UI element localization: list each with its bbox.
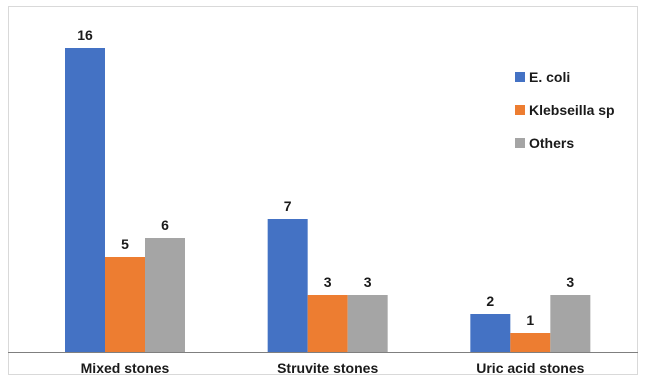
bar <box>105 257 145 352</box>
data-label: 3 <box>324 274 332 290</box>
bar <box>550 295 591 352</box>
bar <box>65 48 105 352</box>
data-label: 7 <box>284 198 292 214</box>
bar <box>307 295 348 352</box>
bar <box>470 314 511 352</box>
legend-swatch <box>515 138 525 148</box>
x-tick-label: Mixed stones <box>81 360 170 376</box>
legend-label: E. coli <box>529 69 570 85</box>
data-label: 1 <box>526 312 534 328</box>
data-label: 2 <box>486 293 494 309</box>
legend-swatch <box>515 72 525 82</box>
data-label: 3 <box>566 274 574 290</box>
x-tick-label: Uric acid stones <box>476 360 584 376</box>
bar <box>347 295 388 352</box>
bar <box>145 238 185 352</box>
data-label: 6 <box>161 217 169 233</box>
legend-swatch <box>515 105 525 115</box>
legend-label: Klebseilla sp <box>529 102 615 118</box>
legend-label: Others <box>529 135 574 151</box>
x-tick-label: Struvite stones <box>277 360 378 376</box>
data-label: 3 <box>364 274 372 290</box>
data-label: 5 <box>121 236 129 252</box>
bar <box>267 219 308 352</box>
data-label: 16 <box>77 27 93 43</box>
bar <box>510 333 551 352</box>
